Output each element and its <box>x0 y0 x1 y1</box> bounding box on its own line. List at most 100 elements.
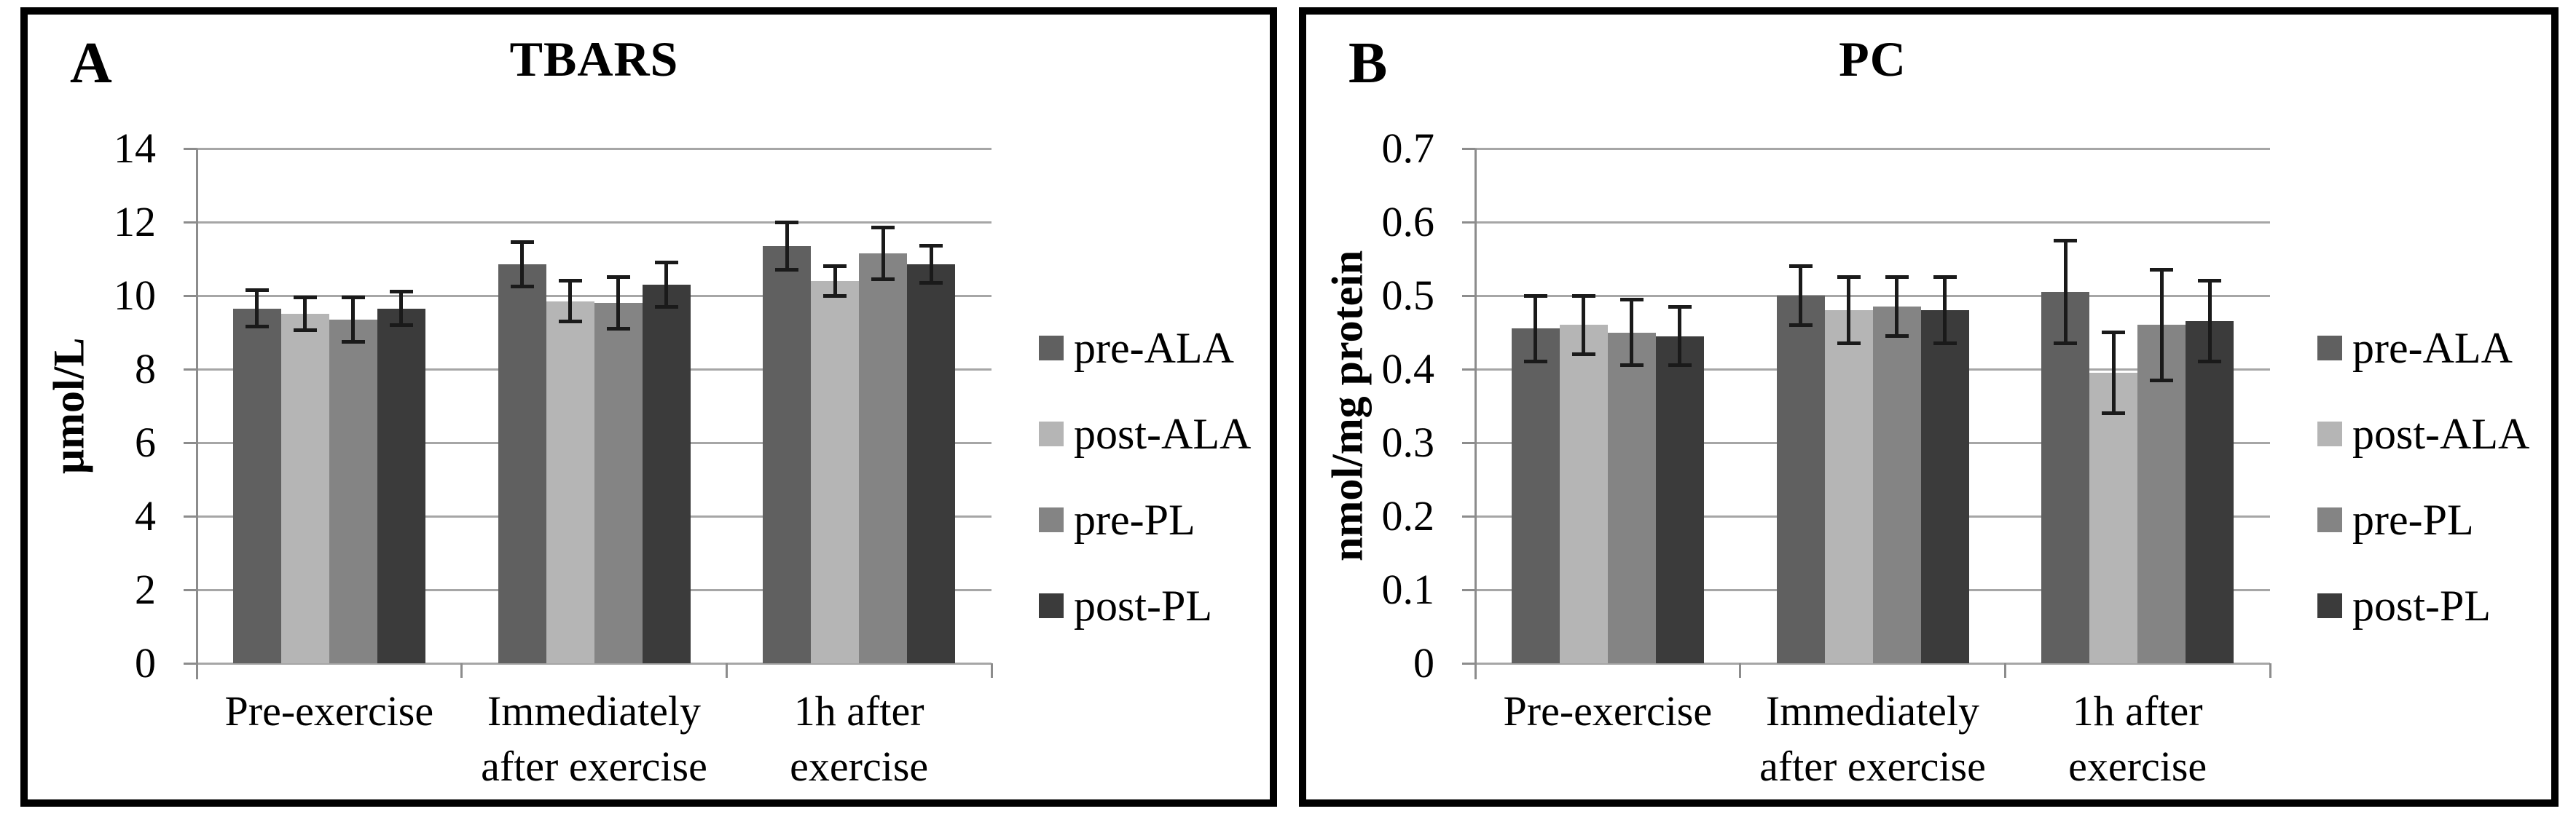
error-bar-cap-top <box>654 261 678 265</box>
panel-a-legend: pre-ALA post-ALA pre-PL post-PL <box>1039 326 1251 670</box>
error-bar-cap-top <box>1788 264 1813 269</box>
error-bar-cap-top <box>2102 331 2126 334</box>
x-category-label-line: Immediately <box>487 687 702 735</box>
bar-pre-ALA <box>498 264 546 663</box>
error-bar-cap-top <box>1668 304 1692 309</box>
legend-item: pre-ALA <box>1039 326 1251 370</box>
gridline <box>197 221 991 224</box>
y-axis-tick <box>1462 588 1475 591</box>
error-bar-cap-top <box>2150 268 2174 272</box>
error-bar-cap-bottom <box>341 339 365 344</box>
legend-item: pre-PL <box>1039 498 1251 542</box>
bar-post-ALA <box>1824 310 1873 663</box>
y-axis-tick <box>1462 147 1475 150</box>
panel-a-title: TBARS <box>509 31 679 87</box>
error-bar-cap-top <box>293 296 317 300</box>
error-bar-cap-top <box>1933 275 1957 280</box>
error-bar-cap-bottom <box>293 328 317 333</box>
y-tick-label: 6 <box>135 419 156 466</box>
error-bar-cap-top <box>1523 293 1547 298</box>
error-bar <box>255 290 259 327</box>
x-category-label-line: Pre-exercise <box>1503 687 1713 735</box>
error-bar <box>2159 269 2164 381</box>
error-bar <box>399 291 404 325</box>
x-category-label: Immediately after exercise <box>1740 684 2006 794</box>
bar-post-PL <box>907 264 956 663</box>
y-tick-label: 0.7 <box>1381 125 1435 172</box>
bar-pre-PL <box>329 319 377 663</box>
error-bar <box>929 245 933 283</box>
x-axis-tick <box>1474 663 1477 678</box>
error-bar <box>351 297 356 342</box>
y-axis-tick <box>184 368 197 371</box>
x-axis-tick <box>1739 663 1742 678</box>
gridline <box>197 294 991 297</box>
panel-a: A TBARS μmol/L 0 2 4 6 8 10 12 14 Pre-exercise Im… <box>20 7 1277 807</box>
error-bar <box>616 277 620 329</box>
x-category-label-line: 1h after <box>2072 687 2203 735</box>
x-category-label: Pre-exercise <box>1475 684 1740 739</box>
error-bar <box>2207 280 2212 362</box>
error-bar <box>1799 266 1802 325</box>
error-bar <box>833 266 837 296</box>
y-axis-tick <box>184 221 197 224</box>
y-axis-tick <box>1462 221 1475 224</box>
bar-post-ALA <box>280 314 329 663</box>
y-tick-label: 10 <box>114 272 156 319</box>
legend-item: pre-ALA <box>2317 326 2529 370</box>
error-bar-cap-bottom <box>1933 341 1957 346</box>
error-bar-cap-top <box>2054 238 2078 242</box>
gridline <box>1475 662 2270 665</box>
bar-post-PL <box>2186 321 2234 663</box>
y-axis-line <box>1474 149 1477 679</box>
error-bar-cap-bottom <box>245 325 269 329</box>
error-bar-cap-bottom <box>2054 341 2078 346</box>
error-bar <box>881 227 885 280</box>
y-tick-label: 0.1 <box>1381 566 1435 613</box>
error-bar <box>520 242 524 287</box>
x-axis-tick <box>195 663 198 678</box>
error-bar-cap-top <box>389 290 413 294</box>
legend-label: post-ALA <box>1074 410 1252 458</box>
y-axis-tick <box>1462 294 1475 297</box>
x-category-label: Immediately after exercise <box>462 684 727 794</box>
bar-pre-PL <box>859 253 908 663</box>
legend-item: post-PL <box>2317 584 2529 628</box>
bar-post-PL <box>377 308 425 663</box>
error-bar-cap-bottom <box>871 277 895 281</box>
x-category-label-line: 1h after <box>793 687 924 735</box>
y-tick-label: 4 <box>135 492 156 540</box>
error-bar-cap-bottom <box>775 268 799 272</box>
gridline <box>197 662 991 665</box>
y-axis-tick <box>184 515 197 518</box>
error-bar <box>1678 307 1682 365</box>
error-bar-cap-top <box>606 275 630 280</box>
x-category-label-line: exercise <box>790 743 929 790</box>
error-bar <box>1582 296 1586 355</box>
bar-post-PL <box>1655 336 1704 663</box>
legend-swatch <box>2317 336 2342 360</box>
error-bar-cap-bottom <box>1571 352 1595 357</box>
y-axis-tick <box>1462 662 1475 665</box>
bar-pre-PL <box>594 303 643 663</box>
error-bar-cap-bottom <box>1837 341 1861 346</box>
panel-b-plot-area: 0 0.1 0.2 0.3 0.4 0.5 0.6 0.7 Pre-exercise Immedi… <box>1382 127 2271 790</box>
error-bar-cap-top <box>871 226 895 230</box>
bar-post-ALA <box>1559 325 1608 663</box>
error-bar-cap-bottom <box>654 304 678 309</box>
x-axis-tick <box>725 663 728 678</box>
legend-swatch <box>1039 507 1064 532</box>
x-category-label-line: Immediately <box>1765 687 1980 735</box>
legend-label: post-PL <box>1074 582 1213 630</box>
y-tick-label: 0 <box>1413 639 1434 687</box>
bar-post-ALA <box>2089 373 2138 663</box>
error-bar-cap-top <box>919 244 943 248</box>
panel-b-legend: pre-ALA post-ALA pre-PL post-PL <box>2317 326 2529 670</box>
y-tick-label: 0.3 <box>1381 419 1435 466</box>
error-bar <box>1847 277 1850 344</box>
error-bar-cap-bottom <box>1523 360 1547 364</box>
y-tick-label: 14 <box>114 125 156 172</box>
panel-b-title: PC <box>1839 31 1907 87</box>
y-axis-tick <box>184 662 197 665</box>
y-tick-label: 0.6 <box>1381 198 1435 245</box>
